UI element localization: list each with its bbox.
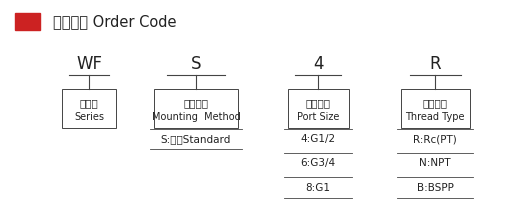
Text: N:NPT: N:NPT <box>419 158 451 168</box>
Text: 设置方式: 设置方式 <box>183 98 209 108</box>
Text: 4:G1/2: 4:G1/2 <box>300 134 336 144</box>
Text: 4: 4 <box>313 55 323 73</box>
Text: Thread Type: Thread Type <box>406 112 465 122</box>
Text: 系列号: 系列号 <box>80 98 98 108</box>
Text: S:标准Standard: S:标准Standard <box>161 134 231 144</box>
FancyBboxPatch shape <box>62 89 116 128</box>
Text: 螺纹接口: 螺纹接口 <box>305 98 331 108</box>
FancyBboxPatch shape <box>288 89 349 128</box>
Text: R: R <box>430 55 441 73</box>
Text: 订货型号 Order Code: 订货型号 Order Code <box>53 14 177 29</box>
Text: B:BSPP: B:BSPP <box>417 182 454 193</box>
Text: 8:G1: 8:G1 <box>305 182 331 193</box>
FancyBboxPatch shape <box>154 89 238 128</box>
Text: R:Rc(PT): R:Rc(PT) <box>413 134 457 144</box>
Text: Mounting  Method: Mounting Method <box>152 112 240 122</box>
FancyBboxPatch shape <box>401 89 469 128</box>
Text: 螺纹形式: 螺纹形式 <box>422 98 448 108</box>
Text: 6:G3/4: 6:G3/4 <box>300 158 336 168</box>
Text: Series: Series <box>74 112 104 122</box>
Text: WF: WF <box>76 55 102 73</box>
Bar <box>15 13 40 30</box>
Text: Port Size: Port Size <box>297 112 340 122</box>
Text: S: S <box>191 55 201 73</box>
